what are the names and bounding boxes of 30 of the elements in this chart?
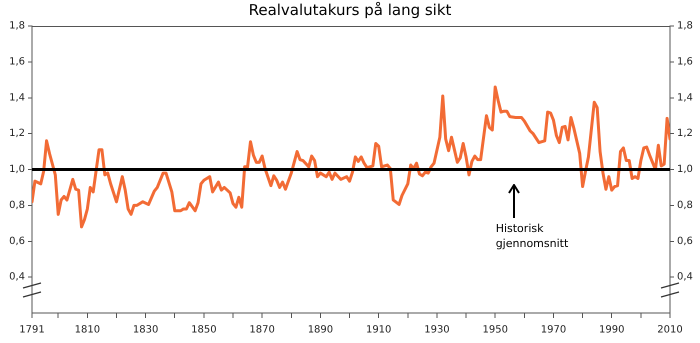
y2-tick-label: 0,4 <box>677 272 693 283</box>
y2-tick-label: 1,2 <box>677 128 693 140</box>
y2-tick-label: 1,6 <box>677 56 693 68</box>
x-tick-label: 1970 <box>540 324 566 336</box>
x-tick-label: 1810 <box>74 324 100 336</box>
x-tick-label: 1870 <box>249 324 275 336</box>
y2-tick-label: 0,8 <box>677 200 693 211</box>
y-tick-label: 1,0 <box>9 164 25 176</box>
y2-tick-label: 1,4 <box>677 92 693 104</box>
x-tick-label: 1950 <box>482 324 508 336</box>
y-tick-label: 0,6 <box>9 236 25 247</box>
y-tick-label: 1,8 <box>9 20 25 32</box>
x-tick-label: 1930 <box>424 324 450 336</box>
x-tick-label: 2010 <box>657 324 683 336</box>
x-tick-label: 1830 <box>132 324 158 336</box>
y-tick-label: 1,2 <box>9 128 25 140</box>
x-tick-label: 1890 <box>308 324 334 336</box>
x-tick-label: 1791 <box>19 324 45 336</box>
y-tick-label: 1,6 <box>9 56 25 68</box>
y2-tick-label: 0,6 <box>677 236 693 247</box>
y2-tick-label: 1,8 <box>677 20 693 32</box>
y2-tick-label: 1,0 <box>677 164 693 176</box>
y-tick-label: 0,8 <box>9 200 25 211</box>
y-tick-label: 0,4 <box>9 272 25 283</box>
ref-line-label: Historisk gjennomsnitt <box>496 222 569 250</box>
chart-title: Realvalutakurs på lang sikt <box>248 0 452 19</box>
x-tick-label: 1850 <box>191 324 217 336</box>
y-tick-label: 1,4 <box>9 92 25 104</box>
x-tick-label: 1910 <box>366 324 392 336</box>
x-tick-label: 1990 <box>599 324 624 336</box>
